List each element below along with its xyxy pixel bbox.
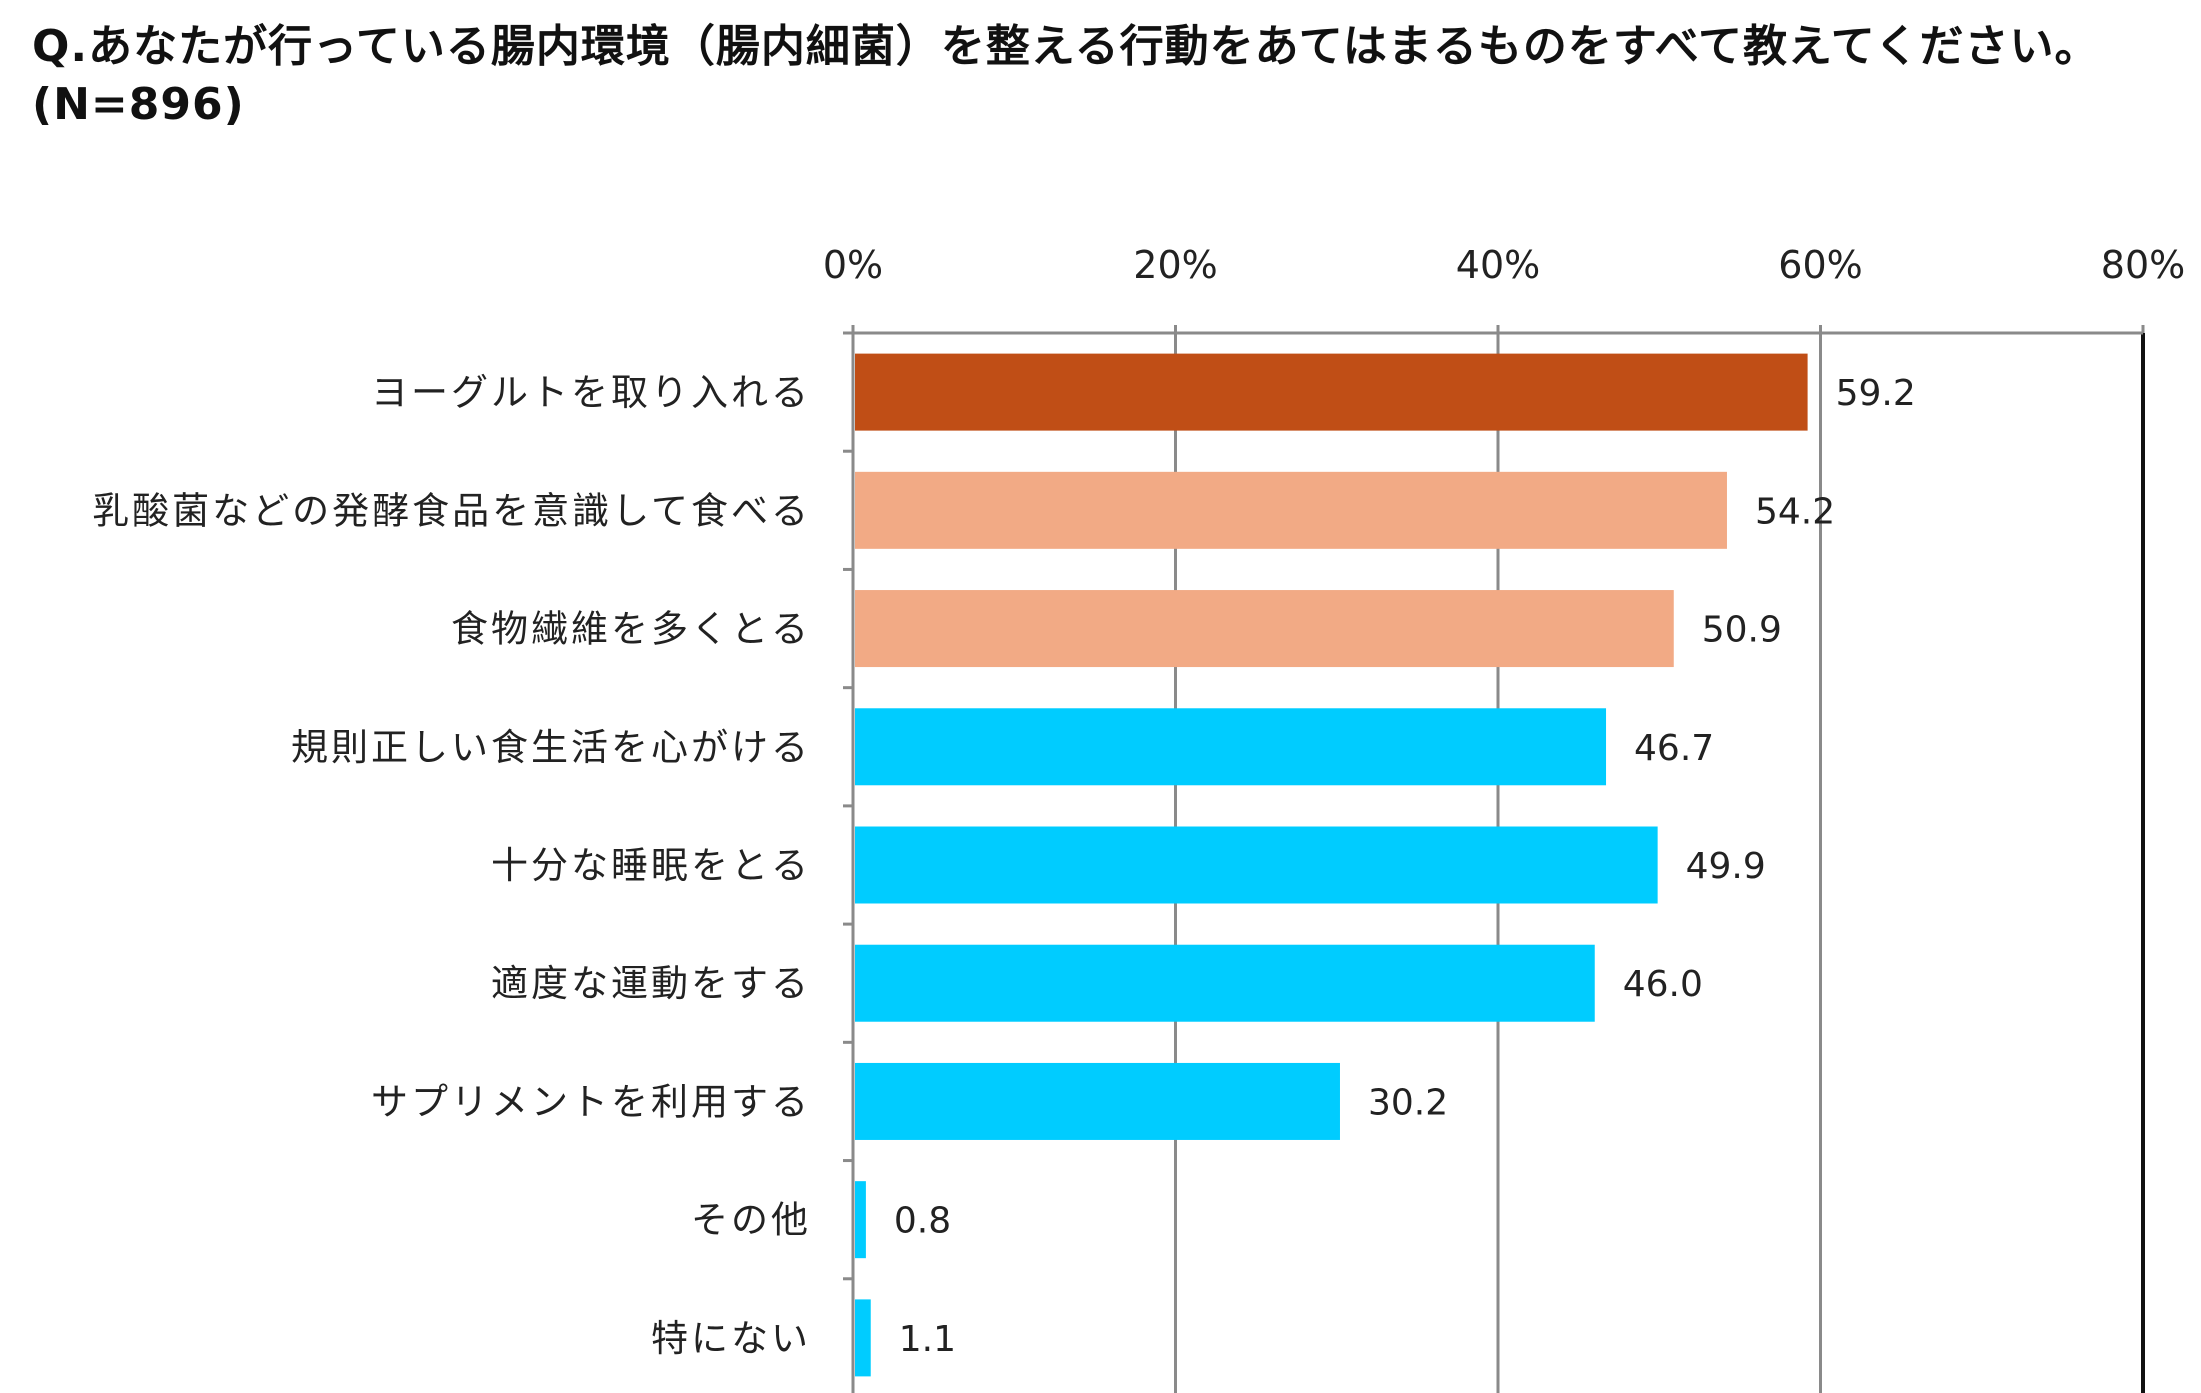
value-labels: 59.2 54.2 50.9 46.7 49.9 46.0 30.2 0.8 1.1 — [894, 373, 1916, 1360]
x-tick-label-80: 80% — [2101, 243, 2185, 287]
category-label-4: 規則正しい食生活を心がける — [291, 726, 811, 769]
category-label-1: ヨーグルトを取り入れる — [371, 371, 811, 414]
value-label-8: 0.8 — [894, 1201, 951, 1242]
value-label-5: 49.9 — [1686, 846, 1766, 887]
x-axis-tick-labels: 0% 20% 40% 60% 80% — [823, 243, 2185, 287]
x-tick-label-0: 0% — [823, 243, 883, 287]
x-tick-label-20: 20% — [1133, 243, 1217, 287]
bar-2 — [855, 471, 1727, 549]
bar-3 — [855, 590, 1674, 668]
value-label-6: 46.0 — [1623, 964, 1703, 1005]
category-label-6: 適度な運動をする — [491, 962, 811, 1005]
value-label-7: 30.2 — [1368, 1082, 1448, 1123]
bar-6 — [855, 944, 1595, 1022]
bar-9 — [855, 1299, 871, 1377]
bar-7 — [855, 1062, 1340, 1140]
value-label-9: 1.1 — [899, 1319, 956, 1360]
category-label-9: 特にない — [651, 1317, 811, 1360]
x-tick-label-40: 40% — [1456, 243, 1540, 287]
category-label-8: その他 — [691, 1199, 811, 1242]
category-label-2: 乳酸菌などの発酵食品を意識して食べる — [92, 489, 811, 532]
bar-4 — [855, 708, 1607, 786]
value-label-4: 46.7 — [1634, 728, 1714, 769]
bar-8 — [855, 1181, 866, 1259]
bar-5 — [855, 826, 1658, 904]
axes — [843, 331, 2143, 1393]
category-label-7: サプリメントを利用する — [371, 1080, 811, 1123]
chart-title: Q.あなたが行っている腸内環境（腸内細菌）を整える行動をあてはまるものをすべて教… — [32, 18, 2182, 134]
bar-1 — [855, 353, 1808, 431]
bars — [855, 353, 1808, 1377]
value-label-1: 59.2 — [1836, 373, 1916, 414]
value-label-3: 50.9 — [1702, 610, 1782, 651]
x-tick-label-60: 60% — [1778, 243, 1862, 287]
value-label-2: 54.2 — [1755, 491, 1835, 532]
category-label-5: 十分な睡眠をとる — [491, 844, 811, 887]
category-labels: ヨーグルトを取り入れる乳酸菌などの発酵食品を意識して食べる食物繊維を多くとる規則… — [92, 371, 811, 1360]
chart-title-sample-size: (N=896) — [32, 79, 245, 130]
category-label-3: 食物繊維を多くとる — [451, 608, 811, 651]
chart-title-question: Q.あなたが行っている腸内環境（腸内細菌）を整える行動をあてはまるものをすべて教… — [32, 21, 2100, 72]
